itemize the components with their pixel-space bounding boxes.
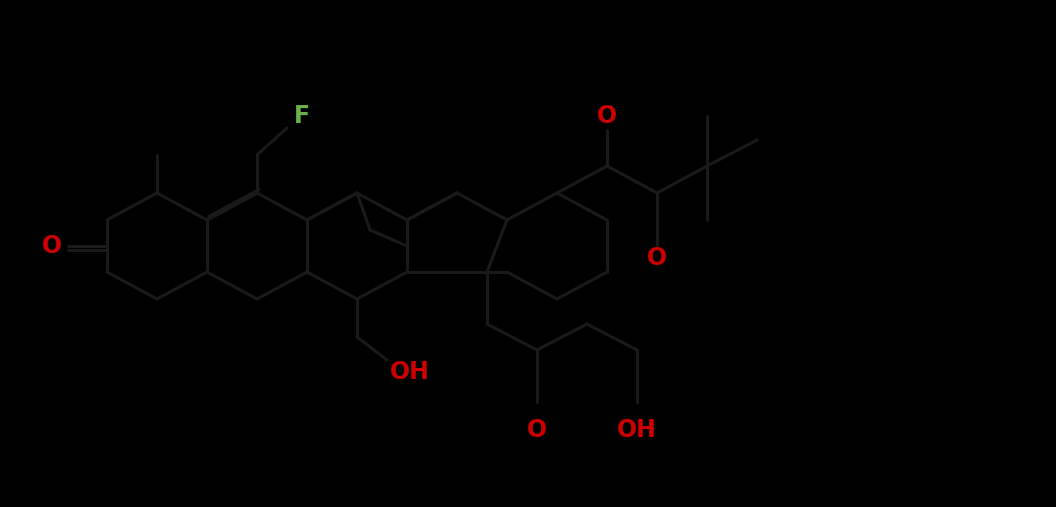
Text: O: O [527, 418, 547, 442]
Text: OH: OH [617, 418, 657, 442]
Text: O: O [42, 234, 62, 258]
Text: O: O [647, 246, 667, 270]
Text: O: O [597, 104, 617, 128]
Text: F: F [294, 104, 310, 128]
Text: OH: OH [390, 360, 430, 384]
